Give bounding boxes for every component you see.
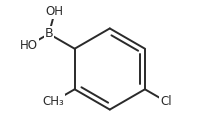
Text: CH₃: CH₃	[43, 95, 64, 108]
Text: OH: OH	[46, 5, 64, 18]
Text: B: B	[45, 27, 53, 40]
Text: HO: HO	[20, 39, 38, 52]
Text: Cl: Cl	[160, 95, 172, 108]
